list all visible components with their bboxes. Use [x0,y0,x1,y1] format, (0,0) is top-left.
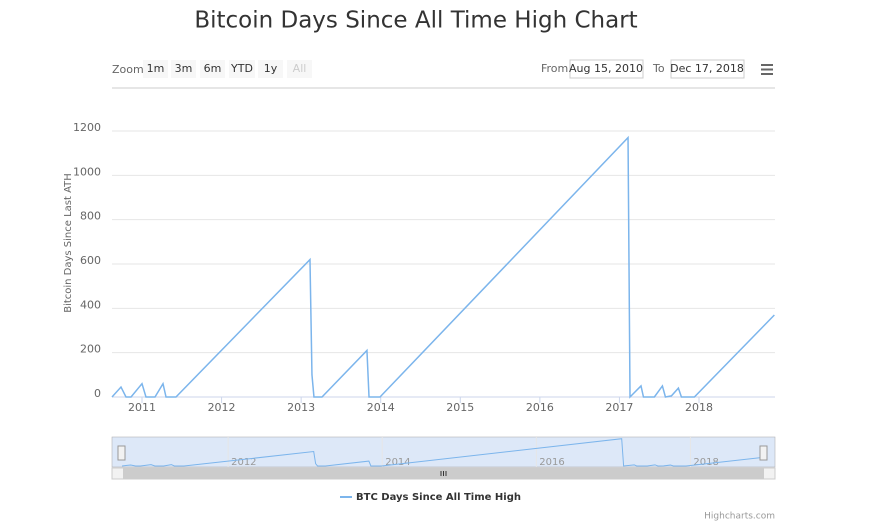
y-tick-label: 200 [80,343,101,356]
navigator-tick-label: 2014 [385,457,410,468]
zoom-button[interactable]: 1y [258,60,283,78]
to-value: Dec 17, 2018 [670,62,744,75]
zoom-button[interactable]: 3m [171,60,196,78]
x-tick-label: 2017 [605,401,633,414]
zoom-label: Zoom [112,63,144,76]
navigator-handle[interactable] [117,445,126,461]
y-tick-label: 1000 [73,165,101,178]
menu-button[interactable] [758,60,776,78]
navigator-tick-label: 2018 [693,457,718,468]
x-tick-label: 2013 [287,401,315,414]
y-tick-label: 1200 [73,121,101,134]
button-label: YTD [230,62,253,75]
button-bg [287,60,312,78]
from-label: From [541,62,568,75]
navigator-tick-label: 2016 [539,457,564,468]
legend-label[interactable]: BTC Days Since All Time High [356,492,521,503]
navigator-tick-label: 2012 [231,457,256,468]
zoom-button[interactable]: All [287,60,312,78]
zoom-button[interactable]: 6m [200,60,225,78]
y-tick-label: 800 [80,210,101,223]
y-axis-title: Bitcoin Days Since Last ATH [63,173,74,313]
zoom-button[interactable]: 1m [143,60,168,78]
chart-title: Bitcoin Days Since All Time High Chart [194,8,637,34]
to-input[interactable] [670,59,745,79]
x-tick-label: 2016 [526,401,554,414]
y-tick-label: 400 [80,298,101,311]
button-label: 6m [204,62,222,75]
x-tick-label: 2015 [446,401,474,414]
from-input[interactable] [569,59,644,79]
credits[interactable]: Highcharts.com [704,512,775,522]
button-label: 1m [147,62,165,75]
x-tick-label: 2011 [128,401,156,414]
scrollbar[interactable] [111,467,776,480]
x-tick-label: 2018 [685,401,713,414]
series-line [111,135,775,399]
series-line [121,438,764,467]
button-bg [143,60,168,78]
y-tick-label: 600 [80,254,101,267]
y-tick-label: 0 [94,387,101,400]
button-bg [171,60,196,78]
button-bg [200,60,225,78]
button-bg [258,60,283,78]
from-value: Aug 15, 2010 [569,62,643,75]
button-label: 3m [175,62,193,75]
button-label: All [293,62,307,75]
zoom-button[interactable]: YTD [229,60,255,78]
navigator[interactable]: 2012 2014 2016 2018 [111,436,776,468]
x-tick-label: 2012 [208,401,236,414]
button-label: 1y [264,62,278,75]
x-tick-label: 2014 [367,401,395,414]
to-label: To [652,62,665,75]
button-bg [229,60,255,78]
navigator-handle[interactable] [759,445,768,461]
